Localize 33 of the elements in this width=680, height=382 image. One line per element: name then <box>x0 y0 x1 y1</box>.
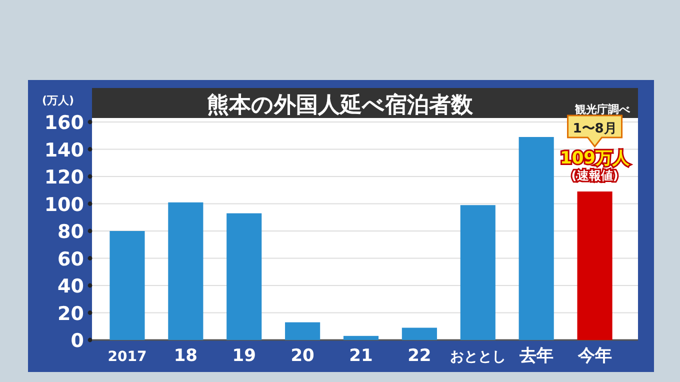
annotation: 1〜8月 <box>572 121 617 136</box>
y-tick-label: 160 <box>44 112 84 134</box>
y-tick-label: 40 <box>58 276 84 298</box>
annotation: (速報値) <box>571 168 618 182</box>
bar <box>402 328 437 340</box>
y-tick-label: 100 <box>44 194 84 216</box>
y-tick-label: 20 <box>58 302 84 325</box>
y-axis-title: (万人) <box>42 94 74 107</box>
bar <box>168 202 204 340</box>
x-tick-label: 21 <box>349 346 373 366</box>
x-tick-label: 22 <box>408 346 432 366</box>
y-tick-label: 0 <box>70 330 84 352</box>
x-tick-label: 18 <box>174 346 198 366</box>
bar <box>226 213 262 340</box>
chart-title: 熊本の外国人延べ宿泊者数 <box>207 92 474 118</box>
y-tick-label: 80 <box>58 221 84 243</box>
bar <box>518 136 554 340</box>
bar <box>343 336 379 340</box>
x-tick-label: おととし <box>450 349 506 365</box>
bar <box>460 205 496 340</box>
x-tick-label: 2017 <box>108 349 147 365</box>
text: 観光庁調べ <box>574 103 631 116</box>
bar <box>577 191 612 340</box>
x-tick-label: 去年 <box>518 346 554 366</box>
x-tick-label: 20 <box>290 346 315 366</box>
y-tick-label: 60 <box>58 248 84 270</box>
y-tick-label: 140 <box>44 139 84 162</box>
x-tick-label: 19 <box>232 346 256 366</box>
x-tick-label: 今年 <box>576 346 612 366</box>
data-label: 109万人 <box>560 148 631 168</box>
y-tick-label: 120 <box>44 166 84 188</box>
bar <box>110 231 145 340</box>
bar <box>285 322 320 340</box>
